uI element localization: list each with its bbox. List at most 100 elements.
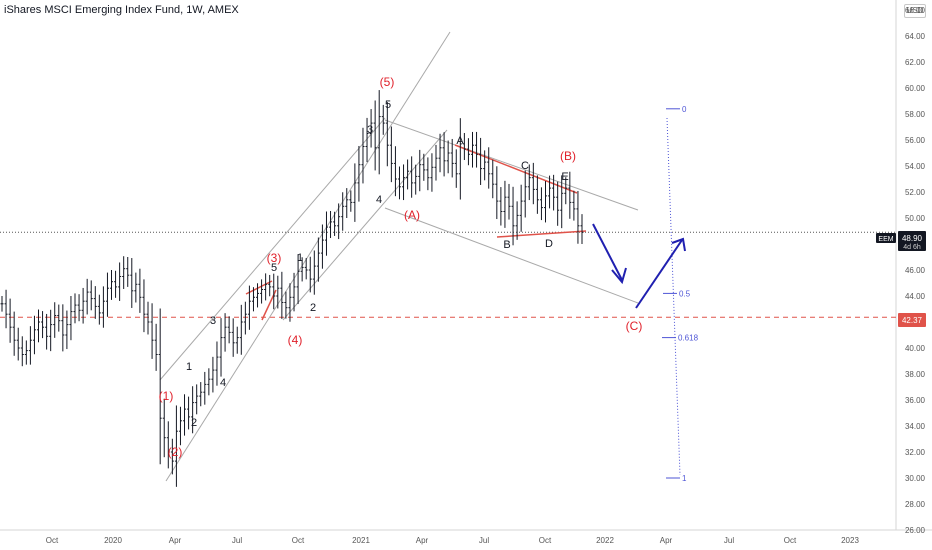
- price-bar: [353, 163, 357, 222]
- price-bar: [483, 150, 487, 181]
- price-bar: [296, 254, 300, 305]
- time-tick-label: 2021: [352, 536, 370, 545]
- price-bar: [402, 164, 406, 201]
- price-bar: [414, 164, 418, 195]
- price-bar: [32, 315, 36, 355]
- price-bar: [406, 159, 410, 190]
- price-bar: [264, 273, 268, 301]
- price-bar: [187, 396, 191, 430]
- time-tick-label: Oct: [46, 536, 59, 545]
- price-bar: [507, 183, 511, 220]
- wave-label-red-b: (B): [560, 149, 576, 163]
- price-bar: [0, 296, 4, 312]
- price-bar: [556, 181, 560, 226]
- price-bar: [560, 175, 564, 229]
- wave-label-red-5: (5): [380, 75, 395, 89]
- price-bar: [381, 104, 385, 135]
- price-bar: [114, 270, 118, 298]
- price-bar: [118, 262, 122, 301]
- price-bar: [316, 237, 320, 282]
- time-tick-label: Oct: [784, 536, 797, 545]
- price-bar: [466, 138, 470, 166]
- price-bar: [389, 126, 393, 183]
- projection-arrows: [592, 223, 686, 309]
- price-bar: [430, 153, 434, 192]
- price-bar: [361, 127, 365, 184]
- wave-label-1: 1: [186, 361, 192, 373]
- symbol-price-tag: EEM 48.90 4d 6h 42.37: [876, 231, 926, 327]
- price-bar: [531, 162, 535, 205]
- price-bar: [393, 146, 397, 197]
- price-bar: [227, 316, 231, 344]
- price-bar: [215, 341, 219, 386]
- price-bar: [166, 421, 170, 469]
- fib-level-label: 0.5: [679, 289, 691, 298]
- price-bar: [438, 133, 442, 173]
- price-bar: [377, 90, 381, 175]
- price-bar: [580, 214, 584, 244]
- price-bar: [345, 188, 349, 218]
- time-tick-label: Oct: [539, 536, 552, 545]
- price-bar: [385, 102, 389, 167]
- wave-label-red-4: (4): [288, 333, 303, 347]
- correction-channel-lower: [384, 207, 639, 304]
- price-bar: [442, 132, 446, 177]
- price-bar: [527, 164, 531, 201]
- wave-label-5: 5: [271, 262, 277, 274]
- price-bar: [178, 406, 182, 446]
- impulse-channel-lower: [165, 31, 451, 482]
- price-bar: [77, 294, 81, 322]
- wave-label-5b: 5: [385, 99, 391, 111]
- price-bar: [276, 275, 280, 309]
- time-tick-label: Jul: [724, 536, 734, 545]
- price-tick-label: 36.00: [905, 396, 926, 405]
- price-bar: [454, 149, 458, 188]
- price-tick-label: 58.00: [905, 110, 926, 119]
- wave-labels: 1 2 3 4 5 1 2 3 4 5 A B C D E (1) (2) (3…: [159, 75, 643, 459]
- price-tick-label: 38.00: [905, 370, 926, 379]
- price-bar: [174, 405, 178, 487]
- time-tick-label: Apr: [416, 536, 429, 545]
- price-bar: [300, 257, 304, 282]
- price-bar: [154, 323, 158, 371]
- price-bar: [470, 131, 474, 168]
- arrow-up-head: [671, 237, 686, 252]
- time-tick-label: Oct: [292, 536, 305, 545]
- price-bar: [73, 293, 77, 324]
- price-bar: [349, 190, 353, 212]
- price-bar: [503, 180, 507, 228]
- price-bar: [511, 186, 515, 246]
- price-bar: [89, 280, 93, 311]
- price-tick-label: 26.00: [905, 526, 926, 535]
- time-tick-label: 2020: [104, 536, 122, 545]
- price-bar: [105, 272, 109, 317]
- price-bar: [333, 211, 337, 236]
- price-bar: [519, 184, 523, 232]
- price-bar: [49, 309, 53, 352]
- price-bar: [97, 294, 101, 325]
- time-tick-label: Apr: [169, 536, 182, 545]
- correction-channel-upper: [384, 119, 639, 211]
- price-tick-label: 56.00: [905, 136, 926, 145]
- price-bar: [53, 302, 57, 338]
- price-bar: [203, 371, 207, 405]
- time-tick-label: 2023: [841, 536, 859, 545]
- price-bar: [138, 268, 142, 313]
- price-bar: [69, 296, 73, 341]
- price-tick-label: 50.00: [905, 214, 926, 223]
- price-bar: [410, 156, 414, 198]
- price-bar: [41, 311, 45, 339]
- price-bar: [515, 201, 519, 240]
- price-bar: [16, 327, 20, 361]
- impulse-channel-upper-mid: [159, 117, 386, 381]
- triangle-upper-line: [454, 144, 578, 194]
- currency-badge[interactable]: USD: [904, 4, 926, 18]
- price-tick-label: 66.00: [905, 6, 926, 15]
- price-bar: [475, 131, 479, 168]
- price-bar: [223, 313, 227, 352]
- chart-title: iShares MSCI Emerging Index Fund, 1W, AM…: [4, 4, 239, 16]
- price-bar: [268, 274, 272, 297]
- level-tag-bg: [898, 313, 926, 327]
- time-axis-ticks: Oct 2020 Apr Jul Oct 2021 Apr Jul Oct 2022 Apr Jul O…: [46, 536, 860, 545]
